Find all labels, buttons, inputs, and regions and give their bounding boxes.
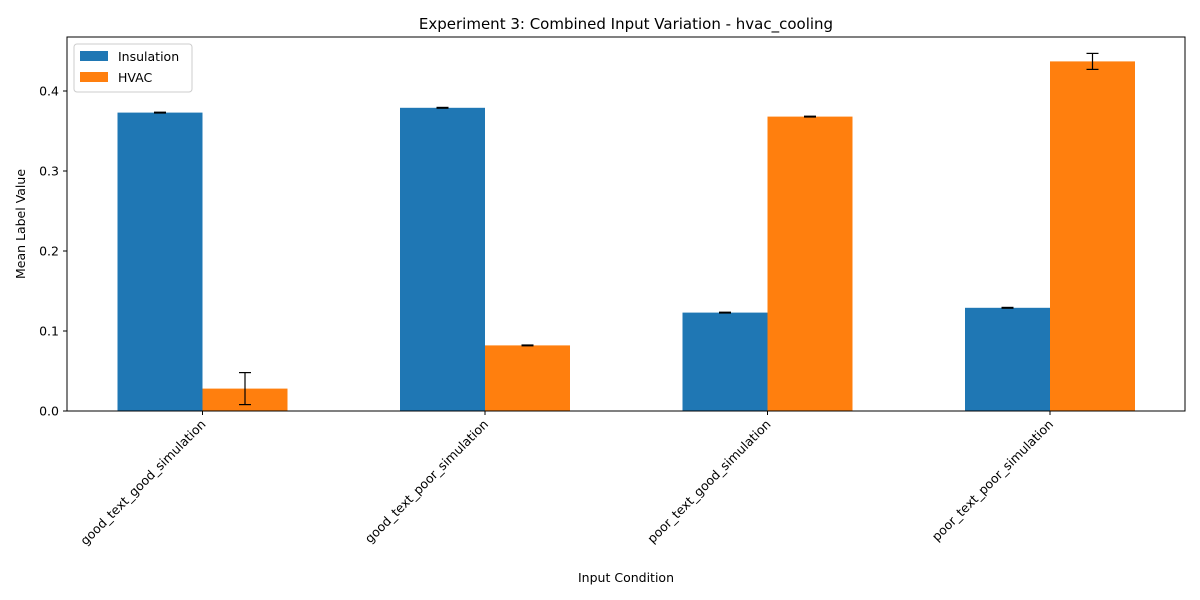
bar-hvac-poor_text_poor_simulation [1050,61,1135,412]
x-axis: good_text_good_simulation good_text_poor_… [77,411,1056,548]
chart-title: Experiment 3: Combined Input Variation -… [419,15,833,34]
error-bar-hvac-good_text_good_simulation [239,372,251,406]
bars-group [117,61,1135,412]
bar-insulation-poor_text_good_simulation [682,312,768,411]
x-axis-label: Input Condition [578,570,674,585]
bar-insulation-good_text_good_simulation [117,112,203,411]
x-tick-label: poor_text_good_simulation [644,417,773,546]
error-bar-hvac-good_text_poor_simulation [521,344,534,347]
y-axis: 0.0 0.1 0.2 0.3 0.4 [39,84,67,419]
y-axis-label: Mean Label Value [13,169,28,279]
y-tick-label: 0.1 [39,324,59,339]
error-bar-hvac-poor_text_poor_simulation [1086,52,1099,71]
y-tick-label: 0.4 [39,84,59,99]
error-bar-insulation-good_text_good_simulation [154,111,166,114]
error-bars-group [154,52,1099,406]
error-bar-insulation-poor_text_poor_simulation [1001,306,1014,309]
x-tick-label: good_text_good_simulation [77,417,208,548]
bar-insulation-poor_text_poor_simulation [965,307,1050,411]
y-tick-label: 0.3 [39,164,59,179]
legend-swatch-insulation [80,51,108,61]
bar-hvac-good_text_poor_simulation [485,345,570,411]
bar-insulation-good_text_poor_simulation [400,107,485,412]
legend-label-hvac: HVAC [118,70,152,85]
plot-frame [66,36,1186,412]
legend-label-insulation: Insulation [118,49,179,64]
legend-swatch-hvac [80,72,108,82]
y-tick-label: 0.0 [39,404,59,419]
y-tick-label: 0.2 [39,244,59,259]
error-bar-hvac-poor_text_good_simulation [804,115,816,118]
legend: Insulation HVAC [73,43,193,93]
x-tick-label: poor_text_poor_simulation [929,417,1057,545]
x-tick-label: good_text_poor_simulation [362,417,491,546]
error-bar-insulation-poor_text_good_simulation [719,311,731,314]
bar-hvac-poor_text_good_simulation [767,116,853,411]
error-bar-insulation-good_text_poor_simulation [436,106,449,109]
